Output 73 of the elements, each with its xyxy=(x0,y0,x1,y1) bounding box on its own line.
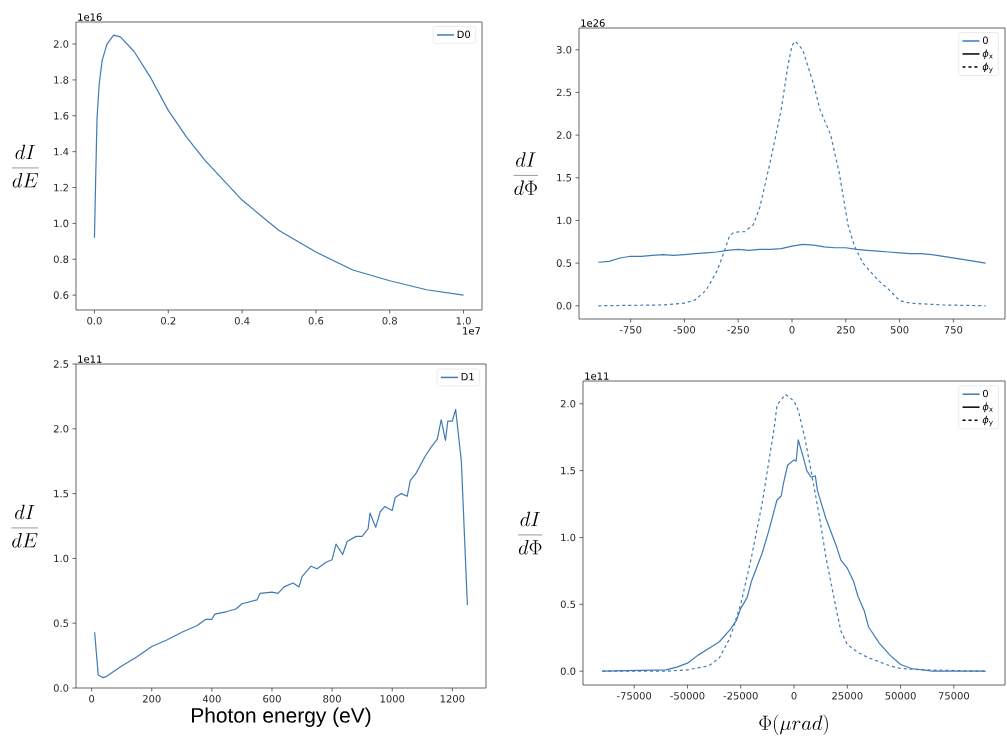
y-axis-title: $\frac{dI}{dE}$ xyxy=(11,504,39,548)
y-tick-label: 0.8 xyxy=(53,255,69,264)
x-tick-label: -50000 xyxy=(670,692,705,700)
x-tick-label: 500 xyxy=(890,326,909,334)
x-tick-label: 0 xyxy=(789,326,795,334)
y-tick-label: 2.5 xyxy=(53,360,69,368)
x-tick-label: 1.0 xyxy=(456,317,471,325)
x-tick-label: -75000 xyxy=(617,692,652,700)
y-axis-title: $\frac{dI}{d\Phi}$ xyxy=(513,152,538,195)
text: 1e11 xyxy=(585,372,609,380)
x-tick-label: 1000 xyxy=(380,695,405,703)
x-tick-label: 0 xyxy=(791,692,797,700)
y-tick-label: 2.0 xyxy=(560,399,576,408)
y-axis-title: $\frac{dI}{d\Phi}$ xyxy=(518,511,543,555)
text: 1e7 xyxy=(463,327,480,335)
x-tick-label: -750 xyxy=(619,326,642,334)
x-tick-label: 0.8 xyxy=(382,317,397,325)
text: ϕ$_{x}$ xyxy=(982,49,993,60)
x-tick-label: -250 xyxy=(727,326,749,334)
text: 1e11 xyxy=(78,355,102,363)
x-tick-label: 400 xyxy=(202,695,221,703)
y-tick-label: 1.0 xyxy=(54,219,69,228)
text: ϕ$_{x}$ xyxy=(982,402,993,413)
x-tick-label: -500 xyxy=(673,326,696,334)
y-tick-label: 2.0 xyxy=(556,131,572,139)
x-tick-label: 25000 xyxy=(832,692,863,700)
x-axis-title: Photon energy (eV) xyxy=(192,707,371,727)
x-tick-label: 0.0 xyxy=(87,317,102,325)
y-tick-label: 1.0 xyxy=(54,554,69,563)
x-tick-label: 250 xyxy=(837,326,855,334)
text: ϕ$_{y}$ xyxy=(982,415,993,427)
x-axis-title: $\Phi(\mu rad)$ xyxy=(759,714,828,736)
x-tick-label: 0.4 xyxy=(234,317,250,325)
y-tick-label: 0.5 xyxy=(560,600,576,609)
y-tick-label: 1.5 xyxy=(561,466,576,475)
x-tick-label: -25000 xyxy=(723,692,758,700)
x-tick-label: 0.2 xyxy=(161,317,176,325)
x-tick-label: 750 xyxy=(944,326,963,334)
line-series xyxy=(94,408,468,679)
y-tick-label: 1.5 xyxy=(557,174,572,182)
x-tick-label: 0.6 xyxy=(308,317,324,325)
legend-label: D1 xyxy=(461,373,474,381)
y-tick-label: 1.8 xyxy=(54,76,69,84)
y-tick-label: 1.0 xyxy=(561,533,576,542)
y-tick-label: 1.5 xyxy=(54,489,69,498)
x-tick-label: 1200 xyxy=(440,695,465,703)
x-tick-label: 800 xyxy=(323,695,341,703)
y-tick-label: 2.0 xyxy=(53,425,69,433)
y-tick-label: 0.5 xyxy=(556,259,572,267)
y-tick-label: 3.0 xyxy=(556,45,572,54)
legend-title: 0 xyxy=(982,389,988,398)
y-tick-label: 1.6 xyxy=(54,112,69,120)
x-tick-label: 200 xyxy=(142,695,161,703)
y-tick-label: 1.2 xyxy=(54,183,68,192)
y-tick-label: 1.4 xyxy=(54,148,69,156)
x-tick-label: 0 xyxy=(89,695,95,703)
y-axis-title: $\frac{dI}{dE}$ xyxy=(11,144,39,188)
y-tick-label: 2.0 xyxy=(53,40,69,48)
x-tick-label: 600 xyxy=(263,695,281,703)
y-tick-label: 1.0 xyxy=(557,216,572,225)
x-tick-label: 75000 xyxy=(938,692,970,700)
y-tick-label: 0.0 xyxy=(556,302,572,310)
text: 1e26 xyxy=(581,19,605,27)
legend-title: 0 xyxy=(982,36,988,45)
y-tick-label: 0.5 xyxy=(53,619,69,627)
y-tick-label: 0.0 xyxy=(53,684,69,692)
text: ϕ$_{y}$ xyxy=(982,62,993,73)
y-tick-label: 0.6 xyxy=(53,291,69,299)
legend-label: D0 xyxy=(457,30,471,39)
y-tick-label: 2.5 xyxy=(556,88,572,97)
text: 1e16 xyxy=(78,13,102,21)
y-tick-label: 0.0 xyxy=(560,667,576,675)
x-tick-label: 50000 xyxy=(885,692,916,700)
